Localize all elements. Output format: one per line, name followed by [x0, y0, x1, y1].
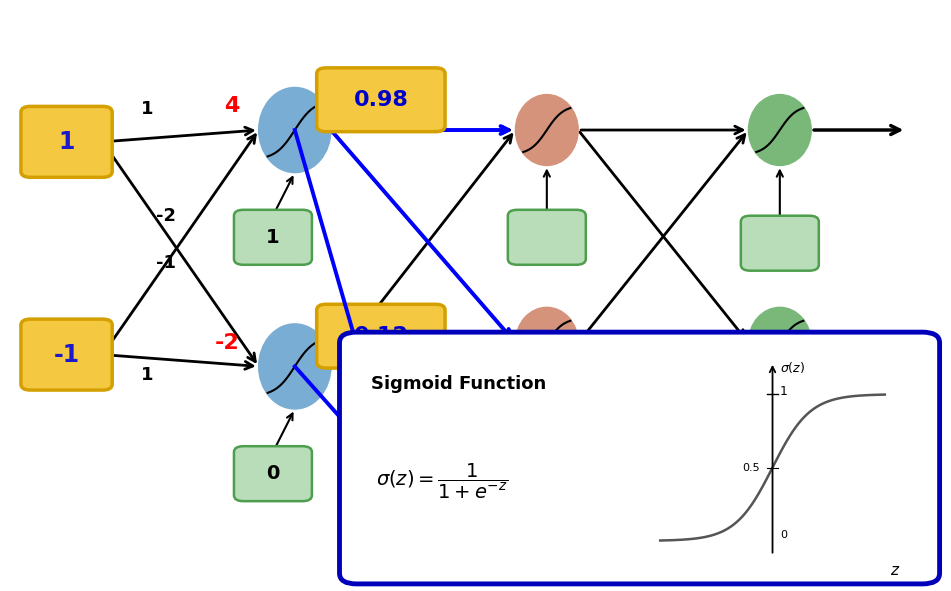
FancyBboxPatch shape — [21, 106, 112, 177]
Text: 1: 1 — [141, 366, 154, 384]
FancyBboxPatch shape — [317, 68, 445, 132]
FancyBboxPatch shape — [234, 210, 312, 265]
Text: 1: 1 — [780, 385, 787, 398]
Text: 0.98: 0.98 — [354, 90, 408, 110]
Text: 4: 4 — [224, 96, 240, 116]
Text: -1: -1 — [53, 343, 80, 366]
FancyBboxPatch shape — [21, 319, 112, 390]
Ellipse shape — [748, 95, 811, 165]
Text: 0.5: 0.5 — [742, 463, 760, 473]
Text: 1: 1 — [141, 100, 154, 118]
Ellipse shape — [515, 95, 578, 165]
Ellipse shape — [259, 324, 331, 409]
Text: 0: 0 — [266, 464, 280, 483]
Text: 1: 1 — [58, 130, 75, 154]
FancyBboxPatch shape — [234, 446, 312, 501]
FancyBboxPatch shape — [317, 304, 445, 368]
FancyBboxPatch shape — [508, 210, 586, 265]
Text: -1: -1 — [156, 254, 177, 272]
Text: -2: -2 — [156, 207, 177, 225]
Text: z: z — [890, 563, 898, 578]
FancyBboxPatch shape — [741, 428, 819, 483]
Text: 1: 1 — [266, 228, 280, 247]
Text: -2: -2 — [215, 333, 240, 353]
Ellipse shape — [259, 87, 331, 173]
FancyBboxPatch shape — [741, 216, 819, 271]
Text: Sigmoid Function: Sigmoid Function — [371, 375, 546, 393]
Ellipse shape — [515, 307, 578, 378]
FancyBboxPatch shape — [508, 423, 586, 478]
Text: $\sigma(z)$: $\sigma(z)$ — [780, 361, 805, 375]
Text: $\sigma(z)=\dfrac{1}{1+e^{-z}}$: $\sigma(z)=\dfrac{1}{1+e^{-z}}$ — [376, 462, 508, 501]
Text: 0: 0 — [780, 530, 787, 540]
FancyBboxPatch shape — [340, 332, 940, 584]
Ellipse shape — [748, 307, 811, 378]
Text: 0.12: 0.12 — [354, 326, 408, 346]
